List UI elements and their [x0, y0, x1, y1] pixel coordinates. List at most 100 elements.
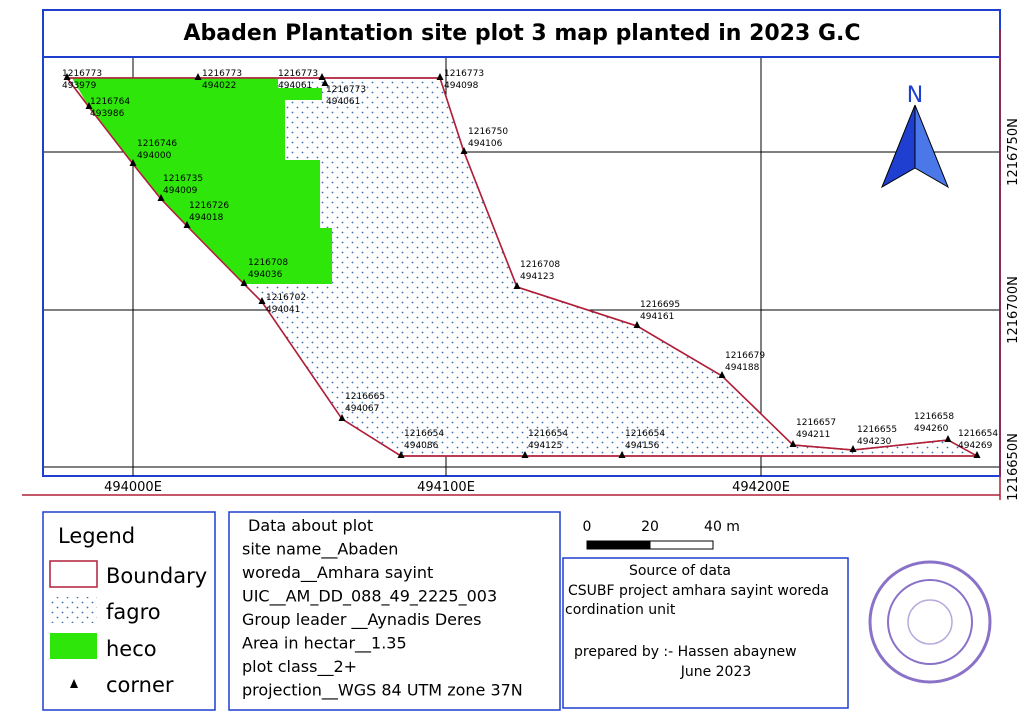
corner-marker — [129, 159, 137, 166]
legend-item: corner — [106, 673, 174, 697]
legend-swatch — [49, 560, 98, 588]
northing-label: 1216735 — [163, 174, 203, 184]
source-box — [562, 557, 849, 709]
north-arrow: N — [880, 83, 950, 189]
corner-marker — [258, 297, 266, 304]
plot-info-line: Data about plot — [248, 516, 373, 535]
northing-label: 1216726 — [189, 201, 229, 211]
arrow-half — [914, 104, 950, 189]
north-label: N — [907, 83, 923, 108]
easting-label: 494000 — [137, 151, 172, 161]
corner-marker — [240, 279, 248, 286]
corner-marker — [944, 435, 952, 442]
easting-label: 494098 — [444, 81, 479, 91]
legend-swatch — [50, 597, 97, 623]
title-box — [42, 9, 1001, 58]
easting-label: 494161 — [640, 312, 674, 322]
legend-item: fagro — [106, 600, 161, 624]
northing-label: 1216773 — [444, 69, 484, 79]
northing-label: 1216654 — [625, 429, 665, 439]
legend-swatch — [50, 633, 97, 659]
plot-info-line: plot class__2+ — [242, 657, 357, 677]
corner-marker — [318, 73, 326, 80]
legend-item: Boundary — [106, 564, 207, 588]
easting-label: 494106 — [468, 139, 503, 149]
scale-bar: 0 20 40 m — [583, 519, 740, 550]
northing-label: 1216773 — [326, 85, 366, 95]
corner-marker — [157, 194, 165, 201]
easting-label: 494009 — [163, 186, 198, 196]
scale-label: 20 — [641, 519, 659, 535]
source: Source of data CSUBF project amhara sayi… — [565, 563, 829, 680]
stamp — [868, 560, 992, 684]
stamp-ring — [868, 560, 992, 684]
easting-label: 494061 — [278, 81, 312, 91]
stamp-ring — [907, 599, 953, 645]
corner-marker — [436, 73, 444, 80]
legend: Legend Boundary fagro heco corner — [42, 511, 216, 711]
easting-label: 494036 — [248, 270, 283, 280]
corner-marker — [338, 414, 346, 421]
stamp-ring — [887, 579, 973, 665]
corner-marker — [718, 371, 726, 378]
source-line: cordination unit — [565, 602, 676, 618]
source-line: Source of data — [629, 563, 731, 579]
y-grid-label: 1216700N — [1006, 276, 1021, 344]
corner-marker — [460, 147, 468, 154]
plot-info-box — [228, 511, 561, 711]
easting-label: 494123 — [520, 272, 554, 282]
grid-labels: 494000E 494100E 494200E 1216750N 1216700… — [104, 118, 1021, 501]
plot-info: Data about plot site name__Abaden woreda__… — [242, 516, 523, 701]
scale-label: 0 — [583, 519, 592, 535]
heco-area — [72, 78, 332, 284]
plot-info-line: Area in hectar__1.35 — [242, 634, 407, 654]
map: 1216773 493979 1216764 493986 1216773 494022 1… — [42, 56, 1001, 477]
corner-marker — [513, 282, 521, 289]
easting-label: 494230 — [857, 437, 892, 447]
corner-marker — [633, 321, 641, 328]
x-grid-label: 494000E — [104, 480, 162, 495]
corner-marker — [521, 451, 529, 458]
easting-label: 494125 — [528, 441, 562, 451]
northing-label: 1216773 — [62, 69, 102, 79]
easting-label: 494018 — [189, 213, 224, 223]
northing-label: 1216708 — [248, 258, 288, 268]
northing-label: 1216665 — [345, 392, 385, 402]
corner-marker — [973, 451, 981, 458]
easting-label: 494061 — [326, 97, 360, 107]
legend-swatch — [70, 679, 78, 688]
easting-label: 494067 — [345, 404, 379, 414]
northing-label: 1216764 — [90, 97, 130, 107]
corner-marker — [85, 102, 93, 109]
easting-label: 494260 — [914, 424, 949, 434]
easting-label: 494156 — [625, 441, 660, 451]
northing-label: 1216654 — [528, 429, 568, 439]
easting-label: 494188 — [725, 363, 760, 373]
northing-label: 1216695 — [640, 300, 680, 310]
northing-label: 1216702 — [266, 293, 306, 303]
northing-label: 1216654 — [404, 429, 444, 439]
easting-label: 494041 — [266, 305, 300, 315]
title: Abaden Plantation site plot 3 map plante… — [183, 21, 860, 46]
easting-label: 494269 — [958, 441, 993, 451]
y-grid-label: 1216650N — [1006, 433, 1021, 501]
corner-marker — [849, 445, 857, 452]
x-grid-label: 494200E — [732, 480, 790, 495]
plot-info-line: Group leader __Aynadis Deres — [242, 610, 481, 630]
corner-marker — [789, 440, 797, 447]
northing-label: 1216657 — [796, 418, 836, 428]
corner-marker — [321, 79, 329, 86]
legend-title: Legend — [58, 524, 135, 548]
northing-label: 1216746 — [137, 139, 177, 149]
corner-marker — [183, 221, 191, 228]
easting-label: 493979 — [62, 81, 97, 91]
corner-marker — [63, 73, 71, 80]
source-line: June 2023 — [680, 664, 752, 680]
corner-marker — [194, 73, 202, 80]
source-line: prepared by :- Hassen abaynew — [574, 644, 797, 660]
northing-label: 1216708 — [520, 260, 560, 270]
easting-label: 494022 — [202, 81, 236, 91]
northing-label: 1216655 — [857, 425, 897, 435]
northing-label: 1216679 — [725, 351, 765, 361]
